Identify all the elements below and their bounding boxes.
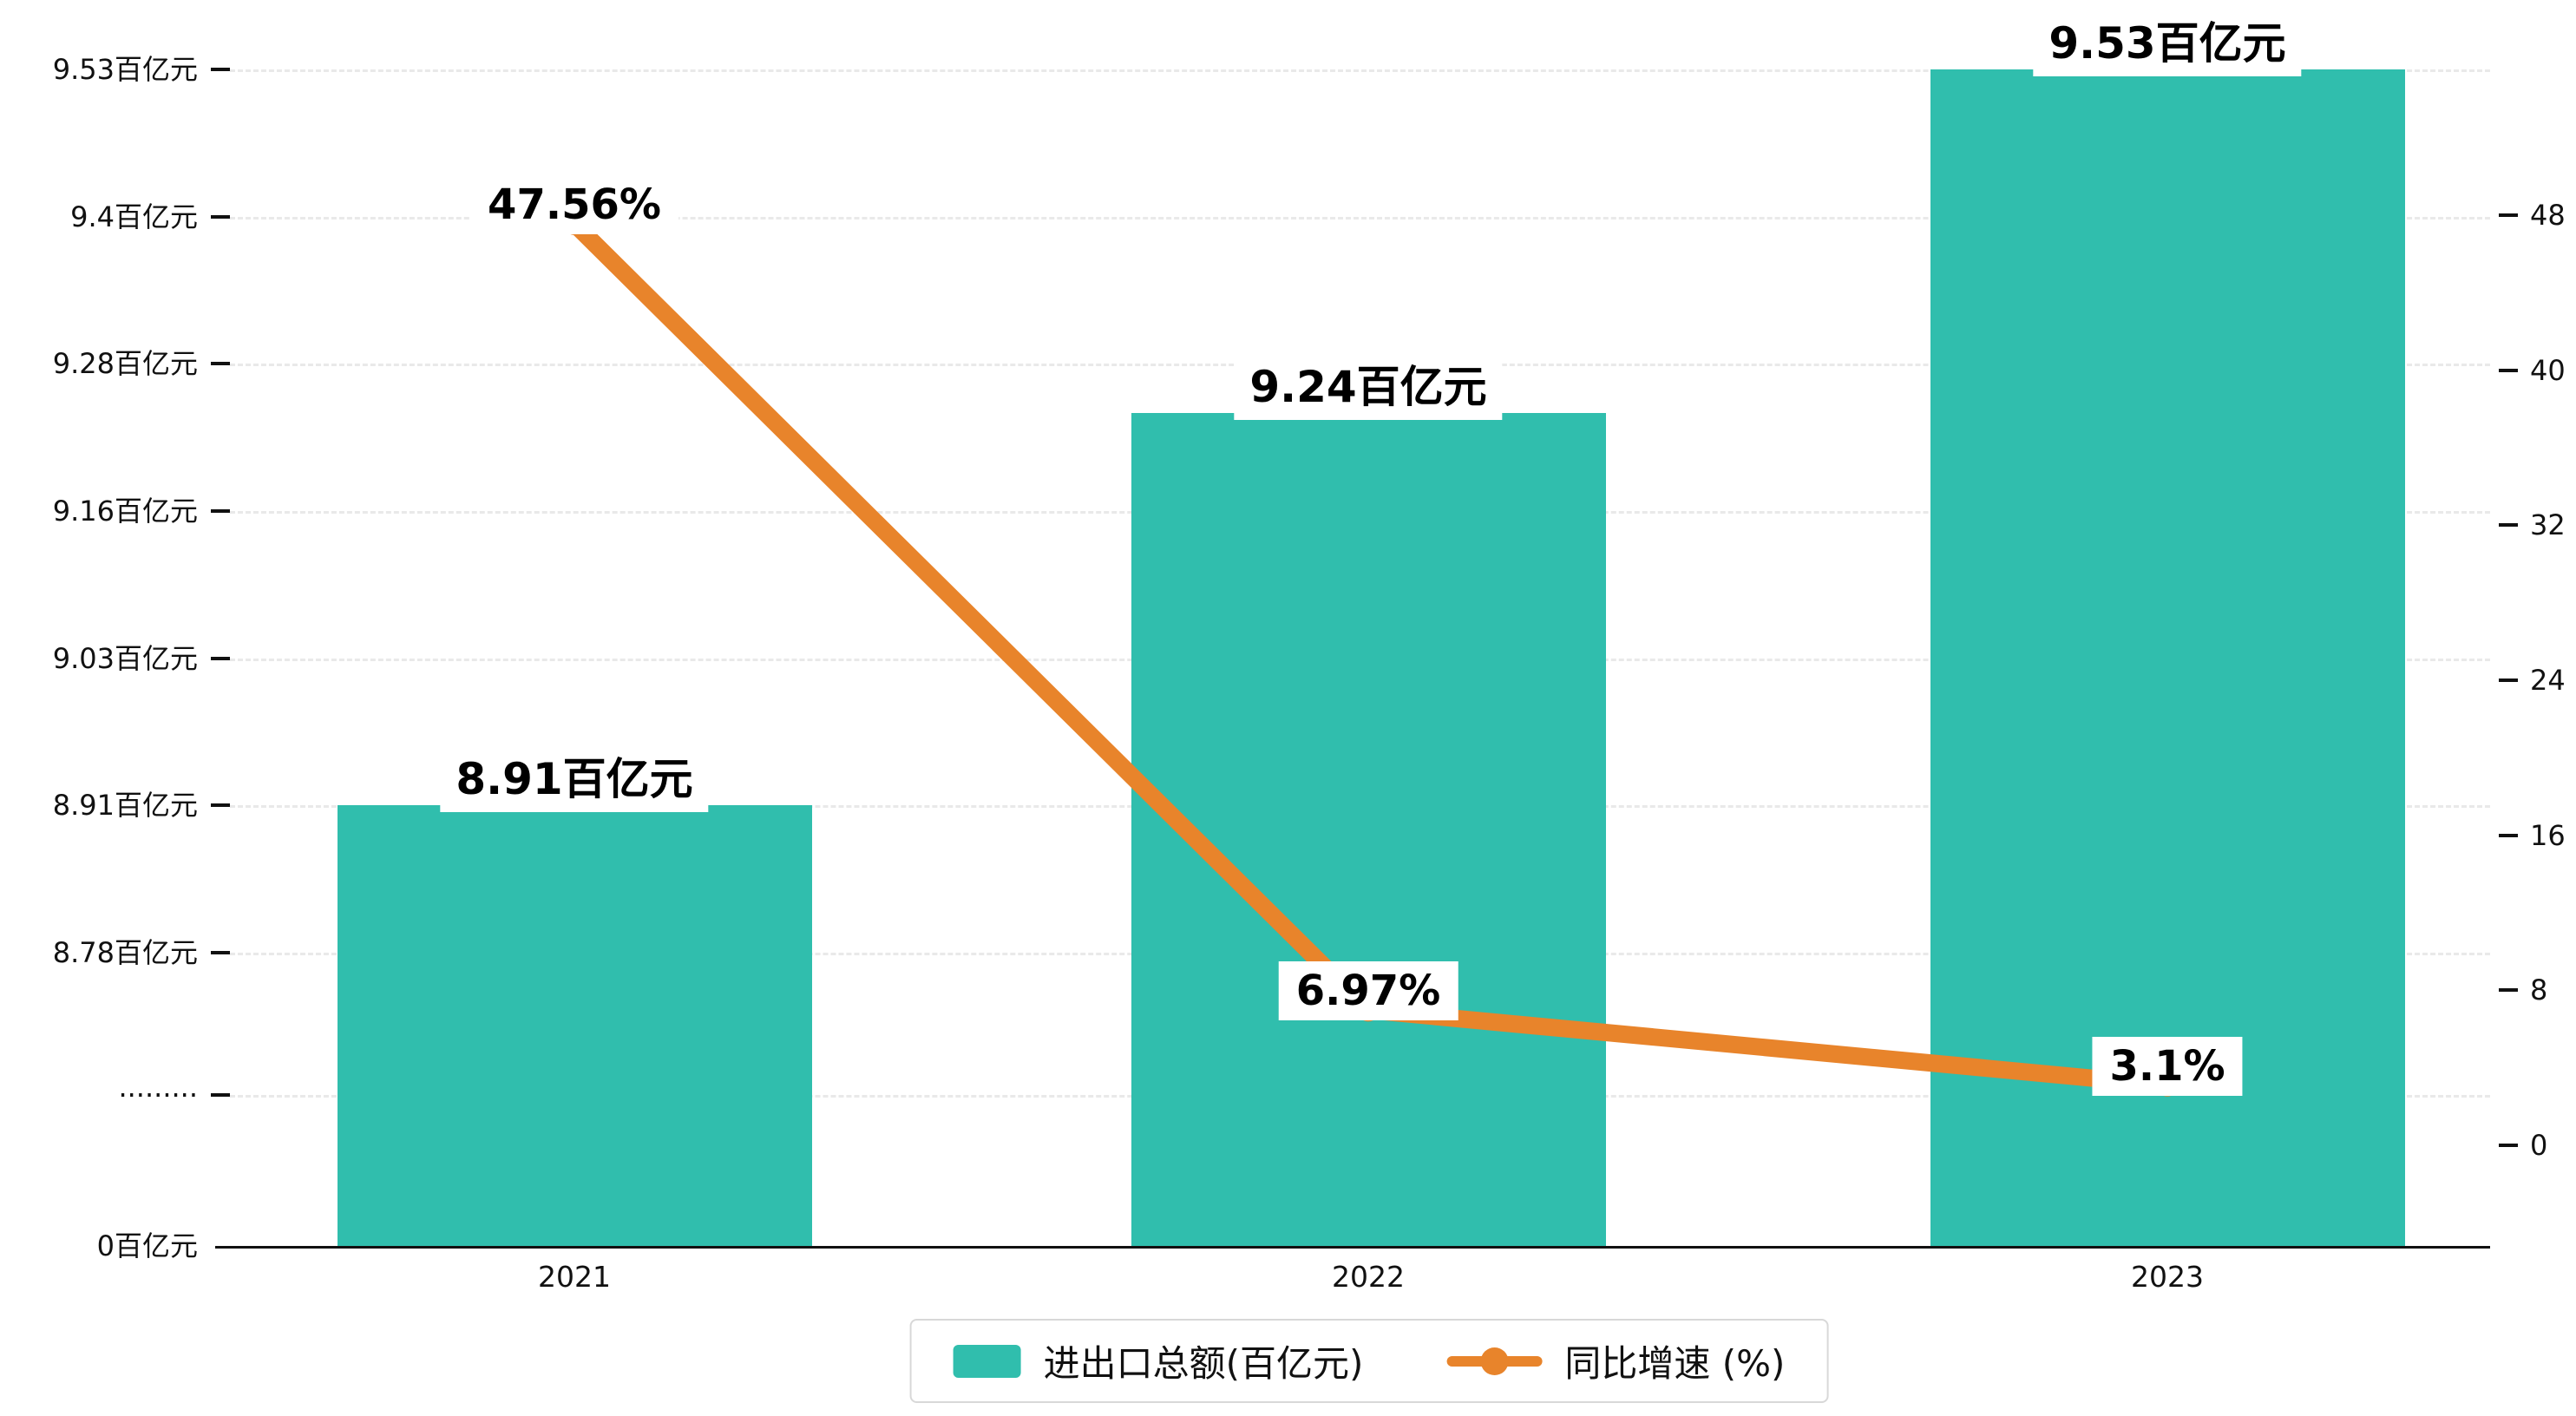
growth-value-label-2022: 6.97%	[1278, 961, 1458, 1021]
right-axis-tick-24-mark	[2499, 678, 2518, 682]
right-axis-tick-40-mark	[2499, 368, 2518, 372]
bar-2022	[1131, 412, 1606, 1246]
left-axis-tick-9.16: 9.16百亿元	[52, 495, 198, 528]
left-axis-break-mark	[211, 1093, 230, 1097]
legend-label-line-series: 同比增速 (%)	[1564, 1342, 1786, 1385]
left-axis-tick-9.53: 9.53百亿元	[52, 53, 198, 86]
right-axis-tick-0-mark	[2499, 1144, 2518, 1147]
gridline	[230, 69, 2490, 72]
left-axis-tick-9.28: 9.28百亿元	[52, 347, 198, 381]
right-axis-tick-8: 8	[2530, 974, 2548, 1007]
bar-2021	[337, 805, 812, 1246]
bar-value-label-2023: 9.53百亿元	[2033, 3, 2302, 76]
x-axis-label-2023: 2023	[2131, 1260, 2204, 1294]
growth-value-label-2021: 47.56%	[470, 174, 678, 234]
right-axis-tick-32-mark	[2499, 523, 2518, 528]
bar-series-swatch-icon	[953, 1344, 1021, 1378]
left-axis-tick-8.78: 8.78百亿元	[52, 936, 198, 969]
line-marker-dot	[1480, 1347, 1509, 1375]
x-axis-line	[215, 1246, 2490, 1249]
legend: 进出口总额(百亿元) 同比增速 (%)	[909, 1319, 1829, 1403]
left-axis-tick-9.4: 9.4百亿元	[70, 200, 198, 233]
bar-value-label-2022: 9.24百亿元	[1234, 346, 1503, 420]
left-axis-tick-8.91-mark	[211, 803, 230, 808]
legend-item-yoy-growth[interactable]: 同比增速 (%)	[1446, 1334, 1785, 1387]
right-axis-tick-0: 0	[2530, 1129, 2548, 1162]
left-axis-zero: 0百亿元	[96, 1229, 198, 1262]
left-axis-tick-9.16-mark	[211, 509, 230, 513]
left-axis-tick-9.4-mark	[211, 214, 230, 219]
right-axis-tick-16-mark	[2499, 833, 2518, 837]
right-axis-tick-40: 40	[2530, 353, 2566, 387]
left-axis-break: ·········	[118, 1078, 198, 1111]
legend-label-bar-series: 进出口总额(百亿元)	[1043, 1342, 1364, 1385]
left-axis-tick-8.91: 8.91百亿元	[52, 789, 198, 823]
bar-value-label-2021: 8.91百亿元	[440, 739, 709, 813]
x-axis-label-2022: 2022	[1332, 1260, 1405, 1294]
right-axis-tick-16: 16	[2530, 818, 2566, 852]
line-series-marker-icon	[1446, 1345, 1543, 1378]
legend-item-import-export-total[interactable]: 进出口总额(百亿元)	[953, 1334, 1364, 1387]
right-axis-tick-48: 48	[2530, 199, 2566, 232]
growth-value-label-2023: 3.1%	[2092, 1036, 2243, 1096]
left-axis-tick-9.03-mark	[211, 656, 230, 660]
right-axis-tick-8-mark	[2499, 988, 2518, 993]
right-axis-tick-48-mark	[2499, 213, 2518, 217]
x-axis-label-2021: 2021	[538, 1260, 611, 1294]
right-axis-tick-32: 32	[2530, 508, 2566, 542]
right-axis-tick-24: 24	[2530, 664, 2566, 697]
left-axis-tick-9.53-mark	[211, 68, 230, 71]
left-axis-tick-9.03: 9.03百亿元	[52, 641, 198, 675]
left-axis-tick-8.78-mark	[211, 951, 230, 954]
left-axis-tick-9.28-mark	[211, 362, 230, 366]
